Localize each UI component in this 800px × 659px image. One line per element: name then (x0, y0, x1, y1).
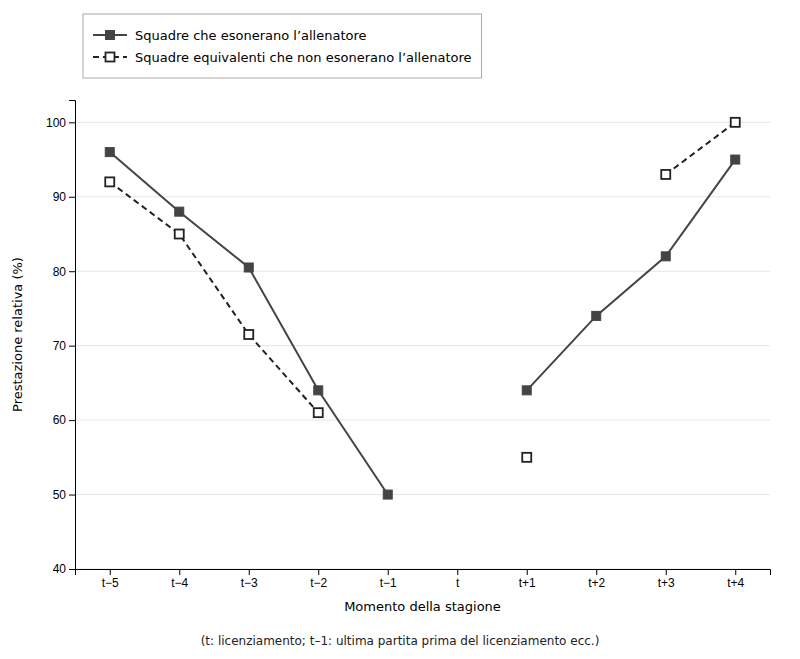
grid-line (75, 494, 770, 495)
subtitle: (t: licenziamento; t–1: ultima partita p… (201, 634, 600, 648)
y-tick-label: 90 (53, 190, 67, 204)
x-tick: t−5 (102, 569, 119, 590)
x-tick-label: t+2 (588, 576, 605, 590)
y-tick: 80 (53, 265, 75, 279)
x-tick-label: t+3 (658, 576, 675, 590)
x-tick: t−1 (380, 569, 397, 590)
series (105, 148, 740, 499)
y-tick: 90 (53, 190, 75, 204)
marker (105, 148, 114, 157)
marker (105, 177, 114, 186)
x-axis-title: Momento della stagione (344, 599, 501, 614)
plot: t−5 t−4 t−3 t−2 t−1 t t+1 t+2 t+3 t+4 40 50 60 70 80 90… (46, 101, 771, 590)
y-tick: 60 (53, 413, 75, 427)
y-tick-mark (69, 271, 75, 272)
marker (661, 252, 670, 261)
marker (175, 207, 184, 216)
x-tick: t−2 (310, 569, 327, 590)
y-tick-label: 70 (53, 339, 67, 353)
legend-swatch-marker (106, 31, 115, 40)
marker (522, 453, 531, 462)
x-tick: t−3 (241, 569, 258, 590)
grid-line (75, 196, 770, 197)
x-tick: t−4 (171, 569, 188, 590)
y-tick: 40 (53, 562, 75, 576)
y-tick-label: 60 (53, 413, 67, 427)
marker (661, 170, 670, 179)
x-tick-mark (179, 569, 180, 575)
legend-item: Squadre che esonerano l’allenatore (93, 28, 367, 43)
y-tick: 100 (46, 116, 75, 130)
y-tick-mark (69, 346, 75, 347)
grid-line (75, 345, 770, 346)
marker (314, 386, 323, 395)
y-tick-mark (69, 197, 75, 198)
x-tick-label: t−4 (171, 576, 188, 590)
x-tick-mark (457, 569, 458, 575)
x-tick-label: t+4 (727, 576, 744, 590)
x-tick-label: t−1 (380, 576, 397, 590)
x-tick-label: t−2 (310, 576, 327, 590)
x-tick-mark (596, 569, 597, 575)
x-tick-label: t+1 (519, 576, 536, 590)
marker (175, 230, 184, 239)
legend-item: Squadre equivalenti che non esonerano l’… (93, 50, 472, 65)
x-tick: t+4 (727, 569, 744, 590)
grid (75, 122, 770, 569)
marks (105, 118, 740, 499)
x-tick-mark (110, 569, 111, 575)
legend-frame (83, 14, 482, 78)
marker (244, 330, 253, 339)
legend-label: Squadre equivalenti che non esonerano l’… (135, 50, 472, 65)
series-line (110, 152, 736, 494)
legend: Squadre che esonerano l’allenatore Squadr… (83, 14, 482, 78)
x-tick-mark (249, 569, 250, 575)
x-tick: t+3 (658, 569, 675, 590)
x-tick-mark (388, 569, 389, 575)
x-tick: t (456, 569, 460, 590)
y-tick-label: 100 (46, 116, 66, 130)
y-tick-label: 80 (53, 265, 67, 279)
marker (522, 386, 531, 395)
series-line (110, 122, 736, 457)
series (105, 118, 740, 462)
y-axis-line (69, 101, 76, 570)
legend-swatch-marker (106, 53, 115, 62)
marker (731, 118, 740, 127)
x-tick: t+2 (588, 569, 605, 590)
grid-line (75, 122, 770, 123)
y-tick: 70 (53, 339, 75, 353)
x-tick-mark (666, 569, 667, 575)
chart: t−5 t−4 t−3 t−2 t−1 t t+1 t+2 t+3 t+4 40 50 60 70 80 90… (0, 0, 800, 659)
x-axis: t−5 t−4 t−3 t−2 t−1 t t+1 t+2 t+3 t+4 (76, 569, 771, 590)
marker (244, 263, 253, 272)
grid-line (75, 420, 770, 421)
y-tick-mark (69, 495, 75, 496)
marker (383, 490, 392, 499)
x-tick-mark (735, 569, 736, 575)
y-tick-mark (69, 569, 75, 570)
x-tick-mark (527, 569, 528, 575)
y-axis: 40 50 60 70 80 90 100 (46, 101, 76, 577)
x-tick-mark (318, 569, 319, 575)
y-tick-label: 40 (53, 562, 67, 576)
y-tick: 50 (53, 488, 75, 502)
legend-label: Squadre che esonerano l’allenatore (135, 28, 367, 43)
marker (592, 311, 601, 320)
y-tick-mark (69, 122, 75, 123)
x-tick-label: t (456, 576, 460, 590)
grid-line (75, 271, 770, 272)
marker (314, 408, 323, 417)
y-tick-mark (69, 420, 75, 421)
y-tick-label: 50 (53, 488, 67, 502)
x-tick-label: t−3 (241, 576, 258, 590)
x-tick-label: t−5 (102, 576, 119, 590)
x-tick: t+1 (519, 569, 536, 590)
y-axis-title: Prestazione relativa (%) (10, 257, 25, 412)
marker (731, 155, 740, 164)
x-axis-line (76, 570, 771, 576)
